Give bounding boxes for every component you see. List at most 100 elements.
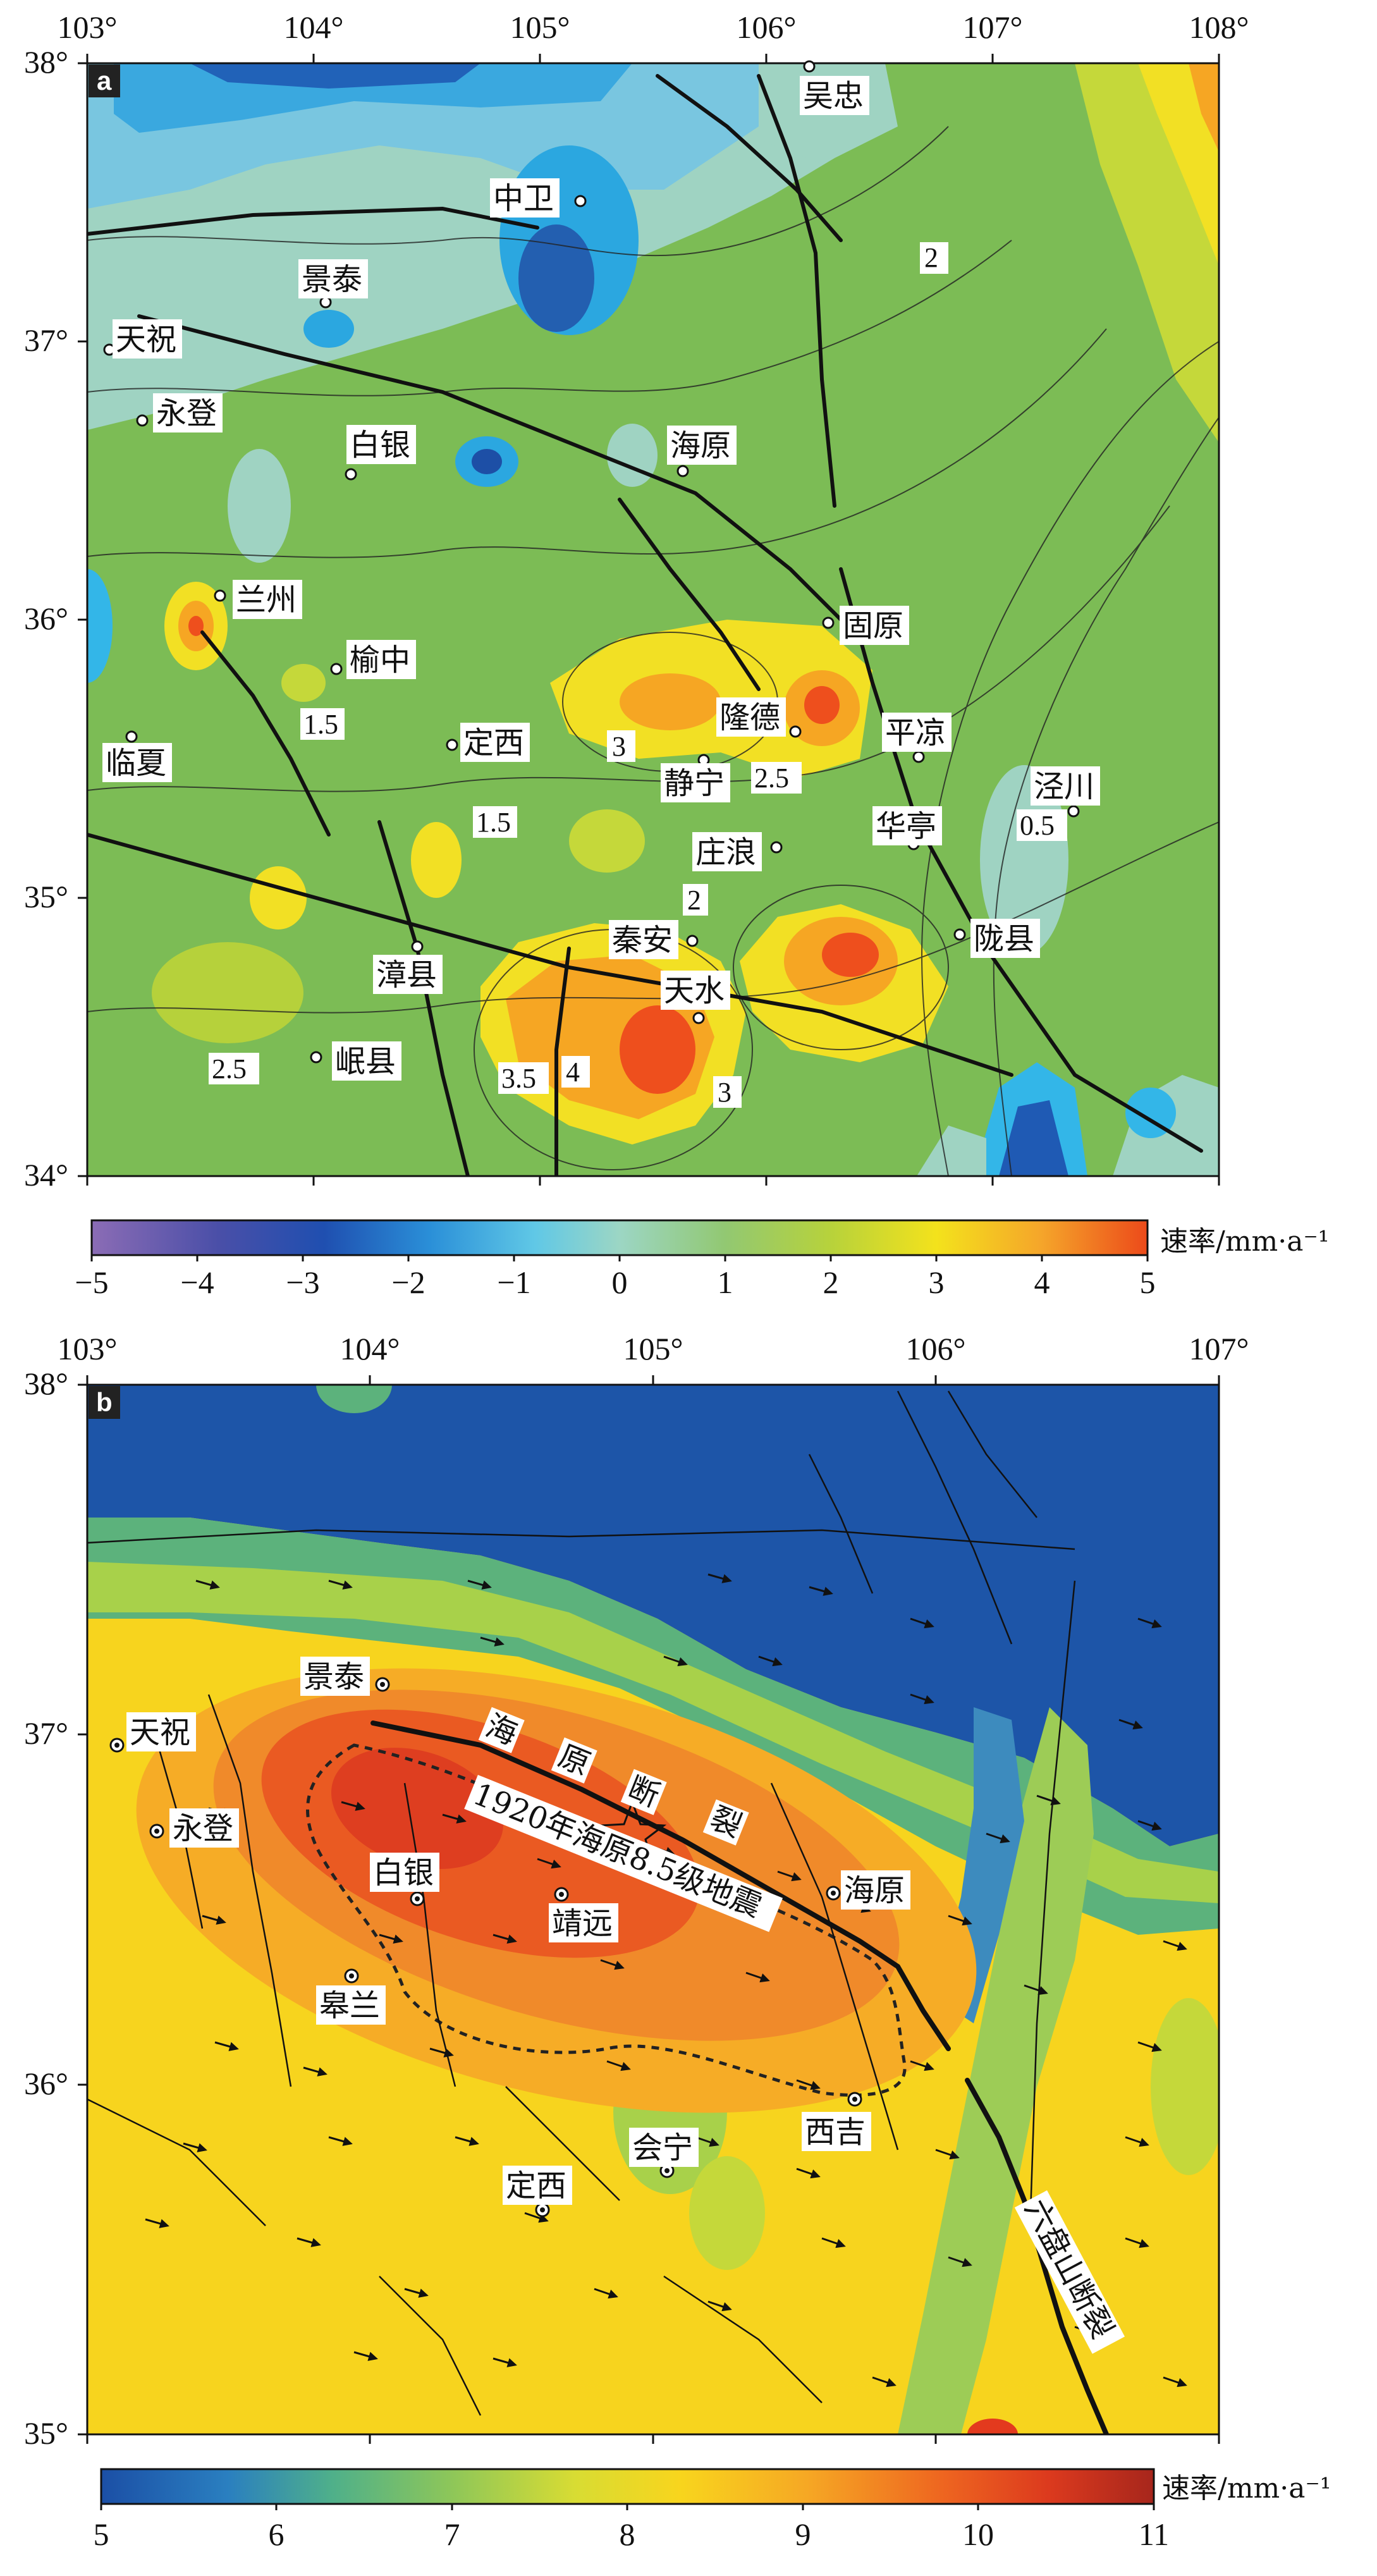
ticks-a — [78, 54, 1220, 1186]
lat-tick: 34° — [24, 1157, 68, 1193]
city-label: 秦安 — [612, 923, 673, 958]
panel-letter-a: a — [97, 66, 112, 95]
colorbar-a-tick: −4 — [180, 1265, 214, 1299]
lon-tick: 107° — [963, 9, 1023, 45]
city-label: 西吉 — [805, 2114, 866, 2150]
colorbar-b-tick: 8 — [620, 2517, 635, 2552]
city-label: 会宁 — [632, 2130, 693, 2166]
city-label: 隆德 — [719, 700, 780, 735]
lon-tick: 106° — [737, 9, 797, 45]
haiyuan-fault — [370, 1720, 951, 2051]
colorbar-b-tick: 11 — [1139, 2517, 1169, 2552]
city-label: 白银 — [350, 427, 410, 463]
lat-tick: 38° — [24, 1366, 68, 1401]
colorbar-a-tick: 1 — [718, 1265, 733, 1299]
city-label: 庄浪 — [695, 835, 756, 870]
contour-label: 3 — [612, 731, 626, 762]
city-label: 静宁 — [664, 766, 725, 801]
ticks-b — [78, 1375, 1220, 2444]
city-label: 陇县 — [974, 921, 1034, 957]
colorbar-a-tick: 3 — [929, 1265, 945, 1299]
lon-tick: 104° — [340, 1331, 400, 1366]
colorbar-a-tick: 4 — [1034, 1265, 1050, 1299]
velocity-map-a — [87, 63, 1219, 1176]
city-label: 景泰 — [302, 262, 362, 297]
velocity-arrows — [145, 1573, 1187, 2388]
contour-label: 0.5 — [1020, 810, 1055, 841]
lon-tick: 105° — [623, 1331, 683, 1366]
colorbar-a-tick: −1 — [497, 1265, 530, 1299]
lon-tick: 106° — [906, 1331, 966, 1366]
colorbar-a — [90, 1219, 1149, 1256]
colorbar-a-unit: 速率/mm·a⁻¹ — [1160, 1225, 1329, 1258]
city-label: 中卫 — [493, 181, 554, 216]
contour-label: 2 — [924, 242, 938, 273]
city-label: 定西 — [506, 2168, 566, 2204]
city-label: 海原 — [844, 1873, 905, 1908]
contour-label: 1.5 — [303, 709, 338, 740]
city-labels-a: 吴忠 中卫 景泰 天祝 永登 白银 海原 兰州 固原 榆中 隆德 平凉 临夏 定… — [102, 76, 1100, 1081]
city-label: 漳县 — [376, 957, 437, 993]
city-label: 景泰 — [303, 1659, 364, 1695]
city-label: 华亭 — [876, 809, 936, 844]
colorbar-a-tick: −5 — [75, 1265, 108, 1299]
contour-label: 2.5 — [754, 763, 789, 794]
city-label: 固原 — [843, 608, 903, 644]
city-label: 天祝 — [130, 1715, 190, 1750]
contour-label: 4 — [566, 1057, 580, 1088]
contour-label: 3.5 — [501, 1063, 536, 1094]
lat-tick: 35° — [24, 879, 68, 914]
contour-label: 2 — [687, 885, 701, 916]
colorbar-a-tick: −2 — [391, 1265, 425, 1299]
city-label: 海原 — [670, 428, 731, 463]
colorbar-b — [100, 2468, 1155, 2505]
lat-tick: 38° — [24, 44, 68, 80]
lat-tick: 35° — [24, 2415, 68, 2451]
city-labels-b: 景泰 天祝 永登 白银 靖远 海原 皋兰 西吉 会宁 定西 — [126, 1657, 910, 2205]
city-label: 临夏 — [106, 745, 166, 781]
city-label: 天祝 — [116, 322, 176, 357]
panel-b: b 103° 104° 105° 106° 107° 38° 37° 36° 3… — [24, 1331, 1331, 2552]
city-label: 兰州 — [236, 582, 297, 618]
lat-tick: 37° — [24, 322, 68, 358]
colorbar-a-tick: −3 — [286, 1265, 319, 1299]
lat-tick: 36° — [24, 2066, 68, 2101]
lon-tick: 105° — [510, 9, 570, 45]
city-label: 永登 — [173, 1811, 233, 1846]
contour-label: 2.5 — [212, 1053, 247, 1084]
colorbar-b-tick: 10 — [962, 2517, 994, 2552]
lon-tick: 108° — [1189, 9, 1249, 45]
lon-tick: 104° — [284, 9, 344, 45]
colorbar-b-tick: 7 — [444, 2517, 460, 2552]
city-label: 皋兰 — [319, 1988, 380, 2023]
colorbar-b-tick: 6 — [269, 2517, 285, 2552]
city-label: 永登 — [156, 396, 217, 431]
panel-a: a 103° 104° 105° 106° 107° 108° 38° 37° … — [24, 9, 1329, 1299]
colorbar-a-tick: 0 — [612, 1265, 628, 1299]
panel-letter-a-box — [89, 64, 120, 97]
city-label: 岷县 — [335, 1044, 396, 1079]
lon-tick: 103° — [58, 9, 118, 45]
velocity-map-b — [87, 1385, 1219, 2434]
city-label: 榆中 — [350, 642, 410, 678]
colorbar-b-tick: 9 — [795, 2517, 811, 2552]
city-label: 白银 — [373, 1855, 434, 1891]
city-label: 吴忠 — [803, 78, 864, 114]
contour-labels-a: 2 1.5 3 2.5 1.5 0.5 2 2.5 3.5 4 3 — [209, 242, 1067, 1108]
liupanshan-fault — [965, 2078, 1109, 2434]
colorbar-a-tick: 5 — [1140, 1265, 1156, 1299]
city-label: 天水 — [664, 973, 725, 1009]
city-markers-b — [109, 1677, 862, 2217]
city-label: 泾川 — [1034, 769, 1094, 804]
colorbar-b-tick: 5 — [94, 2517, 109, 2552]
contour-label: 3 — [718, 1077, 731, 1108]
lon-tick: 103° — [58, 1331, 118, 1366]
colorbar-a-tick: 2 — [823, 1265, 839, 1299]
city-label: 靖远 — [552, 1906, 613, 1941]
panel-letter-b: b — [96, 1387, 113, 1417]
panel-letter-b-box — [89, 1386, 120, 1419]
contour-label: 1.5 — [476, 807, 511, 838]
colorbar-b-unit: 速率/mm·a⁻¹ — [1162, 2472, 1331, 2505]
lon-tick: 107° — [1189, 1331, 1249, 1366]
city-label: 平凉 — [885, 715, 946, 751]
